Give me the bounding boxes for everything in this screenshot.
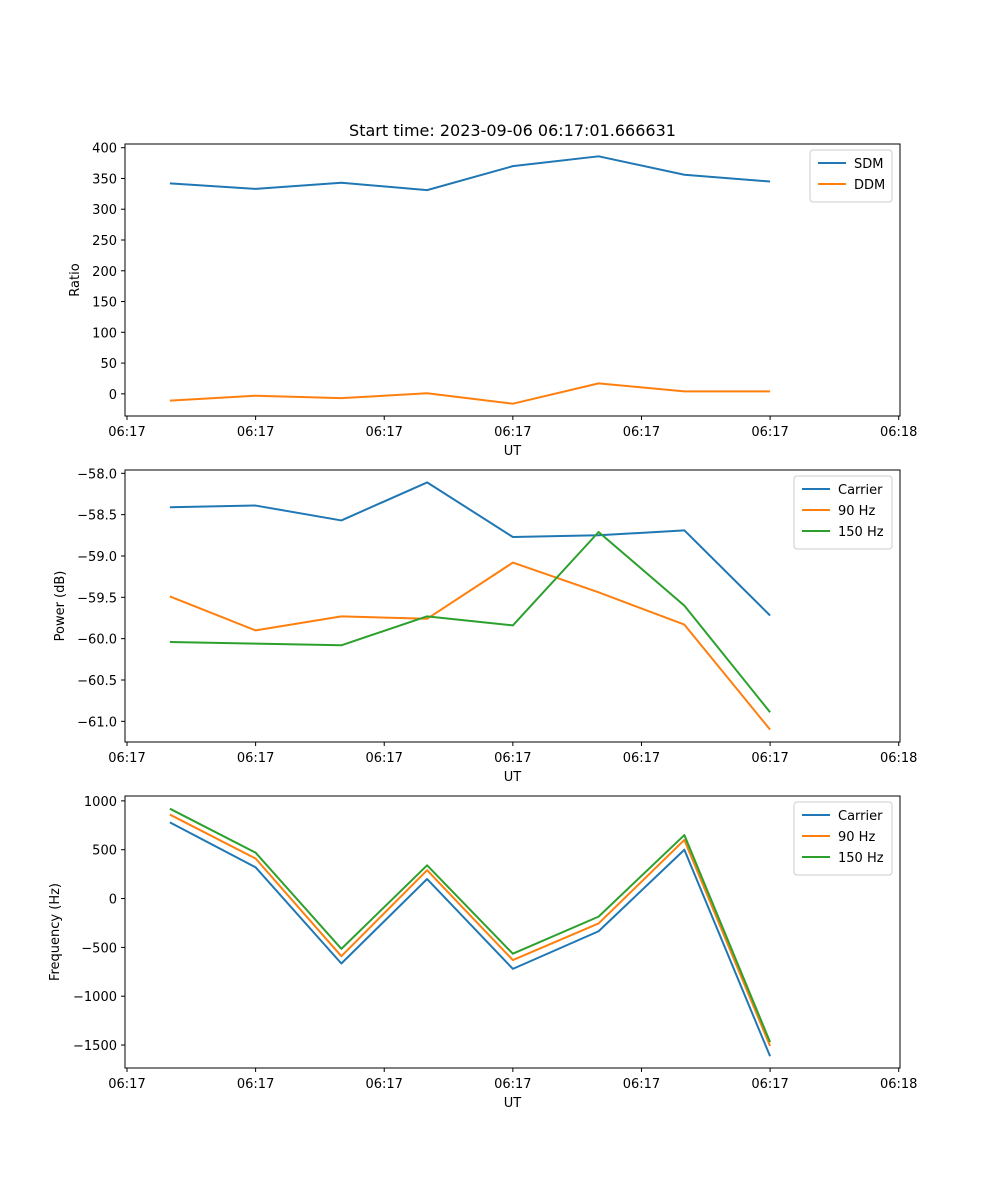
- legend-label: 150 Hz: [838, 851, 884, 866]
- plot-area-frame: [124, 795, 901, 1069]
- legend-label: 90 Hz: [838, 504, 875, 519]
- x-tick-label: 06:17: [494, 1077, 531, 1092]
- x-tick-label: 06:17: [623, 751, 660, 766]
- series-line-sdm: [169, 155, 771, 192]
- x-tick-label: 06:17: [623, 1077, 660, 1092]
- y-tick-label: 500: [92, 844, 117, 859]
- y-tick-label: −61.0: [77, 715, 117, 730]
- legend: Carrier 90 Hz 150 Hz: [793, 801, 893, 876]
- y-tick-label: 100: [92, 326, 117, 341]
- chart-panel-1: 06:17 06:17 06:17 06:17 06:17 06:17 06:18 0 50 10…: [68, 121, 917, 459]
- legend: Carrier 90 Hz 150 Hz: [793, 475, 893, 550]
- chart-panel-3: 06:17 06:17 06:17 06:17 06:17 06:17 06:18 1000 5…: [48, 795, 917, 1111]
- x-tick-label: 06:17: [365, 751, 402, 766]
- x-tick-label: 06:17: [108, 425, 145, 440]
- series-line-90-hz: [169, 813, 772, 1047]
- y-tick-label: −58.5: [77, 509, 117, 524]
- x-tick-label: 06:17: [237, 751, 274, 766]
- y-tick-label: −60.5: [77, 674, 117, 689]
- x-axis-label: UT: [504, 444, 522, 459]
- x-tick-label: 06:18: [880, 751, 917, 766]
- y-tick-label: 150: [92, 296, 117, 311]
- series-line-150-hz: [169, 531, 771, 713]
- y-tick-label: −59.5: [77, 591, 117, 606]
- x-tick-label: 06:18: [880, 425, 917, 440]
- y-tick-label: 250: [92, 234, 117, 249]
- plot-area-frame: [124, 143, 901, 417]
- legend-label: Carrier: [838, 809, 883, 824]
- legend-label: SDM: [854, 157, 883, 172]
- y-tick-label: 1000: [84, 795, 117, 810]
- y-tick-label: 0: [109, 388, 117, 403]
- x-tick-label: 06:17: [494, 425, 531, 440]
- series-line-150-hz: [169, 807, 772, 1043]
- series-line-carrier: [169, 821, 772, 1057]
- x-tick-label: 06:17: [751, 425, 788, 440]
- y-tick-label: 50: [100, 357, 117, 372]
- x-tick-label: 06:17: [108, 751, 145, 766]
- legend-label: DDM: [854, 178, 885, 193]
- y-tick-label: 0: [109, 893, 117, 908]
- legend-label: 90 Hz: [838, 830, 875, 845]
- series-line-90-hz: [169, 561, 771, 731]
- x-tick-label: 06:17: [108, 1077, 145, 1092]
- x-tick-label: 06:17: [751, 751, 788, 766]
- y-tick-label: 350: [92, 172, 117, 187]
- x-tick-label: 06:17: [751, 1077, 788, 1092]
- legend-label: 150 Hz: [838, 525, 884, 540]
- y-axis-label: Frequency (Hz): [48, 883, 63, 981]
- y-tick-label: −58.0: [77, 467, 117, 482]
- x-axis-label: UT: [504, 1096, 522, 1111]
- x-tick-label: 06:17: [623, 425, 660, 440]
- y-tick-label: −500: [81, 941, 117, 956]
- x-tick-label: 06:18: [880, 1077, 917, 1092]
- x-tick-label: 06:17: [365, 425, 402, 440]
- y-axis-label: Power (dB): [53, 571, 68, 642]
- y-tick-label: −59.0: [77, 550, 117, 565]
- y-tick-label: 200: [92, 265, 117, 280]
- plot-area-frame: [124, 469, 901, 743]
- y-tick-label: 400: [92, 142, 117, 157]
- x-tick-label: 06:17: [494, 751, 531, 766]
- legend-label: Carrier: [838, 483, 883, 498]
- y-axis-label: Ratio: [68, 263, 83, 296]
- y-tick-label: 300: [92, 203, 117, 218]
- chart-panel-2: 06:17 06:17 06:17 06:17 06:17 06:17 06:18 −58.0…: [53, 467, 917, 785]
- x-axis-label: UT: [504, 770, 522, 785]
- y-tick-label: −1500: [73, 1039, 117, 1054]
- y-tick-label: −60.0: [77, 633, 117, 648]
- series-line-ddm: [169, 382, 771, 405]
- x-tick-label: 06:17: [237, 1077, 274, 1092]
- x-tick-label: 06:17: [237, 425, 274, 440]
- x-tick-label: 06:17: [365, 1077, 402, 1092]
- legend: SDM DDM: [809, 149, 893, 203]
- chart-title: Start time: 2023-09-06 06:17:01.666631: [349, 121, 676, 140]
- y-tick-label: −1000: [73, 990, 117, 1005]
- series-line-carrier: [169, 481, 771, 617]
